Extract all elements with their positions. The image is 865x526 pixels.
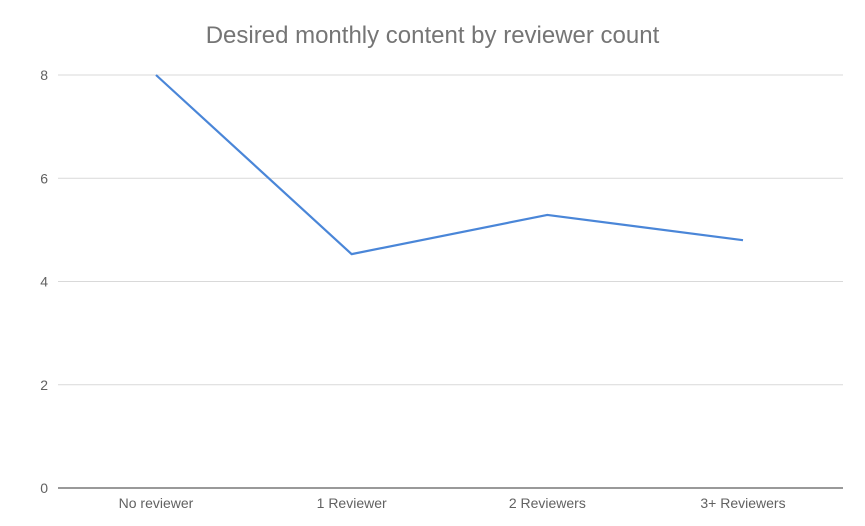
x-tick-label: 1 Reviewer [317,495,387,511]
x-tick-label: 3+ Reviewers [700,495,785,511]
y-tick-label: 4 [40,274,48,290]
y-tick-label: 6 [40,170,48,186]
x-tick-label: 2 Reviewers [509,495,586,511]
y-tick-label: 8 [40,67,48,83]
y-tick-label: 0 [40,480,48,496]
chart-title: Desired monthly content by reviewer coun… [205,22,660,49]
y-tick-label: 2 [40,377,48,393]
series-line [155,74,744,256]
x-tick-label: No reviewer [119,495,194,511]
